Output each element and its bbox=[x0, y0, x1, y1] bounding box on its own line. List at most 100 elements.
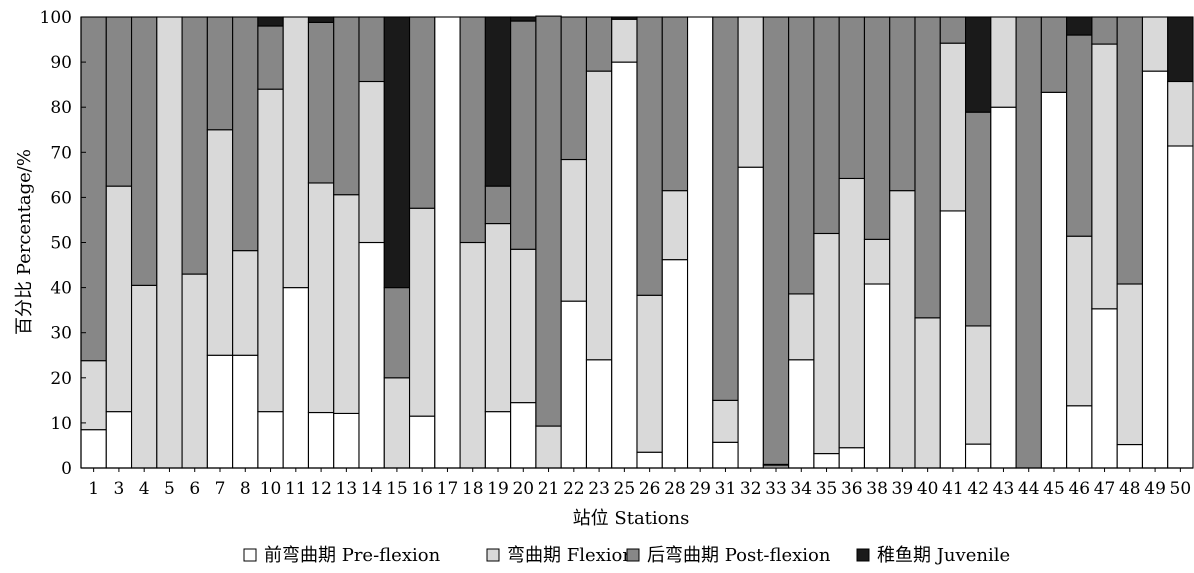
bar-segment-42-s3 bbox=[964, 16, 992, 113]
y-tick-label: 80 bbox=[50, 98, 72, 118]
bar-segment-15-s2 bbox=[383, 287, 411, 379]
bar-segment-36-s0 bbox=[838, 447, 866, 469]
bar-segment-1-s0 bbox=[80, 429, 107, 469]
bar-segment-7-s1 bbox=[206, 129, 234, 356]
bar-segment-41-s0 bbox=[939, 210, 967, 469]
y-tick-label: 40 bbox=[50, 279, 72, 299]
bar-segment-40-s2 bbox=[914, 16, 941, 319]
bar-segment-23-s0 bbox=[585, 359, 613, 469]
bar-segment-3-s0 bbox=[105, 411, 133, 469]
bar-segment-50-s1 bbox=[1167, 80, 1194, 147]
bar-segment-8-s0 bbox=[232, 354, 259, 469]
bar-segment-11-s1 bbox=[282, 16, 310, 289]
bar-segment-17-s0 bbox=[434, 16, 461, 469]
x-tick-label-23: 23 bbox=[588, 479, 610, 499]
bar-segment-34-s0 bbox=[788, 359, 815, 469]
bar-segment-21-s1 bbox=[535, 425, 562, 469]
x-tick-label-44: 44 bbox=[1018, 479, 1040, 499]
bar-segment-13-s1 bbox=[333, 194, 360, 414]
bar-segment-38-s2 bbox=[863, 16, 891, 240]
bar-segment-36-s2 bbox=[838, 16, 866, 180]
bar-segment-10-s2 bbox=[257, 25, 284, 90]
bar-segment-48-s0 bbox=[1116, 443, 1144, 469]
bar-segment-16-s0 bbox=[408, 415, 436, 469]
x-tick-label-16: 16 bbox=[411, 479, 433, 499]
x-tick-label-39: 39 bbox=[892, 479, 914, 499]
bar-segment-39-s2 bbox=[889, 16, 916, 192]
bar-segment-10-s0 bbox=[257, 411, 284, 469]
bar-segment-23-s2 bbox=[585, 16, 613, 72]
bar-segment-12-s1 bbox=[307, 182, 335, 414]
bar-segment-13-s0 bbox=[333, 412, 360, 469]
x-tick-label-10: 10 bbox=[260, 479, 282, 499]
bar-segment-22-s2 bbox=[560, 16, 588, 161]
legend: 前弯曲期 Pre-flexion 弯曲期 Flexion 后弯曲期 Post-fle… bbox=[243, 545, 1010, 566]
bar-segment-10-s1 bbox=[257, 88, 284, 413]
bar-segment-10-s3 bbox=[257, 16, 284, 27]
x-tick-label-25: 25 bbox=[614, 479, 636, 499]
x-tick-label-34: 34 bbox=[790, 479, 812, 499]
y-axis-label: 百分比 Percentage/% bbox=[14, 149, 35, 335]
x-tick-label-17: 17 bbox=[437, 479, 459, 499]
bar-segment-4-s1 bbox=[130, 284, 158, 469]
legend-label-2: 后弯曲期 Post-flexion bbox=[647, 545, 831, 566]
bar-segment-14-s1 bbox=[358, 80, 385, 244]
x-tick-label-47: 47 bbox=[1094, 479, 1116, 499]
bar-segment-28-s0 bbox=[661, 259, 689, 469]
x-tick-label-12: 12 bbox=[310, 479, 332, 499]
bar-segment-6-s2 bbox=[181, 16, 208, 275]
bar-segment-48-s2 bbox=[1116, 16, 1144, 285]
bar-segment-13-s2 bbox=[333, 16, 360, 196]
bar-segment-18-s1 bbox=[459, 241, 486, 469]
bar-segment-14-s2 bbox=[358, 16, 385, 83]
x-tick-label-31: 31 bbox=[715, 479, 737, 499]
bar-segment-45-s2 bbox=[1040, 16, 1068, 93]
bar-segment-12-s0 bbox=[307, 411, 335, 469]
y-tick-label: 0 bbox=[61, 459, 72, 479]
bar-segment-6-s1 bbox=[181, 273, 208, 469]
x-tick-label-49: 49 bbox=[1144, 479, 1166, 499]
bar-segment-25-s1 bbox=[611, 18, 638, 63]
bar-segment-31-s0 bbox=[712, 441, 739, 469]
x-tick-label-41: 41 bbox=[942, 479, 964, 499]
x-tick-label-3: 3 bbox=[113, 479, 124, 499]
x-tick-label-45: 45 bbox=[1043, 479, 1065, 499]
bar-segment-3-s2 bbox=[105, 16, 133, 187]
bar-segment-8-s1 bbox=[232, 250, 259, 356]
bar-segment-49-s0 bbox=[1141, 70, 1169, 469]
x-tick-label-6: 6 bbox=[189, 479, 200, 499]
bar-segment-35-s0 bbox=[813, 453, 840, 469]
bar-segment-21-s2 bbox=[535, 15, 562, 427]
bar-segment-23-s1 bbox=[585, 70, 613, 361]
x-tick-label-29: 29 bbox=[689, 479, 711, 499]
bar-segment-15-s3 bbox=[383, 16, 411, 289]
bar-segment-19-s3 bbox=[484, 16, 512, 187]
x-axis-label: 站位 Stations bbox=[573, 508, 690, 529]
x-tick-label-13: 13 bbox=[336, 479, 358, 499]
bar-segment-47-s0 bbox=[1091, 308, 1118, 469]
bar-segment-28-s1 bbox=[661, 190, 689, 261]
legend-label-3: 稚鱼期 Juvenile bbox=[877, 545, 1010, 566]
x-tick-label-15: 15 bbox=[386, 479, 408, 499]
bar-segment-26-s2 bbox=[636, 16, 663, 296]
bar-segment-20-s0 bbox=[510, 402, 537, 469]
bar-segment-47-s1 bbox=[1091, 43, 1118, 310]
bar-segment-48-s1 bbox=[1116, 283, 1144, 446]
x-tick-label-33: 33 bbox=[765, 479, 787, 499]
bar-segment-41-s2 bbox=[939, 16, 967, 44]
bar-segment-31-s1 bbox=[712, 399, 739, 443]
bar-segment-50-s0 bbox=[1167, 145, 1194, 469]
x-tick-label-7: 7 bbox=[215, 479, 226, 499]
bar-segment-26-s0 bbox=[636, 451, 663, 469]
bar-segment-12-s3 bbox=[307, 16, 335, 23]
x-tick-label-14: 14 bbox=[361, 479, 383, 499]
x-tick-label-1: 1 bbox=[88, 479, 99, 499]
bar-segment-49-s1 bbox=[1141, 16, 1169, 72]
bar-segment-19-s2 bbox=[484, 185, 512, 225]
bar-segment-7-s0 bbox=[206, 354, 234, 469]
x-tick-label-32: 32 bbox=[740, 479, 762, 499]
bar-segment-19-s1 bbox=[484, 223, 512, 413]
bar-segment-45-s0 bbox=[1040, 91, 1068, 469]
